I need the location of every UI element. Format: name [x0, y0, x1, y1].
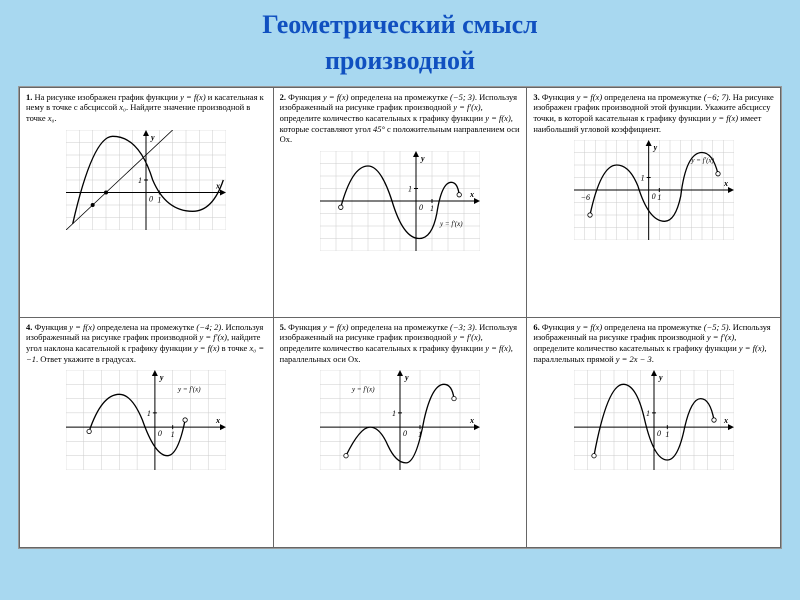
svg-text:x: x — [215, 416, 220, 425]
chart-svg: 01 1 x y — [66, 130, 226, 230]
svg-text:1: 1 — [657, 193, 661, 202]
svg-text:x: x — [723, 416, 728, 425]
problem-cell-5: 5. Функция y = f(x) определена на промеж… — [273, 317, 527, 547]
svg-text:−6: −6 — [580, 193, 589, 202]
svg-text:0: 0 — [651, 192, 655, 201]
svg-text:0: 0 — [419, 203, 423, 212]
svg-text:1: 1 — [430, 204, 434, 213]
svg-text:1: 1 — [646, 409, 650, 418]
chart-svg: 011xyy = f′(x) — [66, 370, 226, 470]
svg-text:1: 1 — [392, 409, 396, 418]
svg-text:y: y — [652, 143, 657, 152]
svg-text:y = f′(x): y = f′(x) — [177, 386, 201, 394]
problems-sheet: 1. На рисунке изображен график функции y… — [18, 86, 782, 549]
svg-text:1: 1 — [418, 430, 422, 439]
svg-text:0: 0 — [158, 429, 162, 438]
svg-text:y = f′(x): y = f′(x) — [690, 157, 714, 165]
problem-cell-3: 3. Функция y = f(x) определена на промеж… — [527, 87, 781, 317]
svg-text:1: 1 — [147, 409, 151, 418]
svg-text:1: 1 — [408, 184, 412, 193]
svg-text:x: x — [215, 181, 220, 190]
svg-text:1: 1 — [665, 430, 669, 439]
svg-text:y: y — [159, 373, 164, 382]
svg-text:y = f′(x): y = f′(x) — [439, 220, 463, 228]
problem-cell-2: 2. Функция y = f(x) определена на промеж… — [273, 87, 527, 317]
page-title-line2: производной — [0, 46, 800, 86]
svg-text:1: 1 — [158, 195, 162, 204]
svg-text:y: y — [420, 154, 425, 163]
svg-text:x: x — [469, 416, 474, 425]
problem-cell-1: 1. На рисунке изображен график функции y… — [20, 87, 274, 317]
problem-cell-6: 6. Функция y = f(x) определена на промеж… — [527, 317, 781, 547]
page-title-line1: Геометрический смысл — [0, 0, 800, 46]
svg-text:0: 0 — [403, 429, 407, 438]
chart-svg: 011xyy = f′(x) — [320, 151, 480, 251]
svg-text:y: y — [150, 133, 155, 142]
svg-text:1: 1 — [640, 174, 644, 183]
svg-text:1: 1 — [138, 176, 142, 185]
svg-text:0: 0 — [149, 194, 153, 203]
svg-text:y: y — [404, 373, 409, 382]
svg-text:x: x — [723, 179, 728, 188]
svg-text:1: 1 — [171, 430, 175, 439]
problems-table: 1. На рисунке изображен график функции y… — [19, 87, 781, 548]
svg-text:y: y — [658, 373, 663, 382]
chart-svg: 0 1 1 x y y = f′(x) — [320, 370, 480, 470]
problem-cell-4: 4. Функция y = f(x) определена на промеж… — [20, 317, 274, 547]
chart-svg: 011xy — [574, 370, 734, 470]
chart-svg: 01 1 x y −6 y = f′(x) — [574, 140, 734, 240]
svg-text:y = f′(x): y = f′(x) — [351, 386, 375, 394]
svg-text:0: 0 — [657, 429, 661, 438]
svg-text:x: x — [469, 190, 474, 199]
